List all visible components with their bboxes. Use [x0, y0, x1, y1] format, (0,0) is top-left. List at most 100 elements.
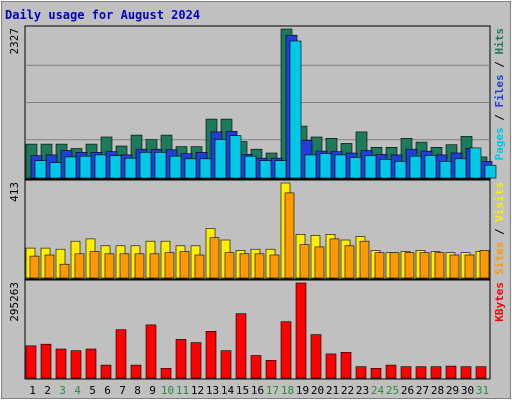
bar-sites-day-13: [209, 237, 220, 279]
bar-pages-day-14: [229, 135, 242, 179]
x-tick-label-29: 29: [446, 384, 459, 397]
bar-sites-day-5: [89, 251, 100, 279]
legend-kbytes: KBytes: [493, 282, 506, 322]
x-tick-label-13: 13: [206, 384, 219, 397]
legend-visits: Sites / Visits: [493, 182, 506, 275]
bar-kbytes-day-29: [445, 365, 457, 379]
x-tick-label-27: 27: [416, 384, 429, 397]
bar-pages-day-30: [469, 147, 482, 179]
bar-pages-day-21: [334, 154, 347, 179]
x-tick-label-16: 16: [251, 384, 264, 397]
bar-pages-day-4: [79, 155, 92, 179]
bar-pages-day-18: [289, 40, 302, 179]
chart-title: Daily usage for August 2024: [5, 8, 200, 22]
x-tick-label-12: 12: [191, 384, 204, 397]
panel-kbytes: 295263 KBytes: [8, 279, 506, 380]
bar-sites-day-26: [404, 252, 415, 279]
x-tick-label-19: 19: [296, 384, 309, 397]
bar-sites-day-11: [179, 251, 190, 279]
bar-sites-day-28: [434, 252, 445, 279]
bar-sites-day-21: [329, 238, 340, 279]
x-tick-label-15: 15: [236, 384, 249, 397]
bar-pages-day-17: [274, 160, 287, 179]
bar-sites-day-3: [59, 263, 70, 279]
bar-pages-day-8: [139, 152, 152, 179]
bar-kbytes-day-19: [295, 282, 307, 379]
bar-kbytes-day-24: [370, 367, 382, 379]
bar-pages-day-22: [349, 157, 362, 179]
bar-pages-day-13: [214, 139, 227, 179]
bar-pages-day-6: [109, 155, 122, 179]
x-tick-label-9: 9: [149, 384, 156, 397]
x-tick-label-24: 24: [371, 384, 385, 397]
bar-sites-day-24: [374, 252, 385, 279]
x-tick-label-26: 26: [401, 384, 414, 397]
bar-sites-day-23: [359, 240, 370, 279]
bar-kbytes-day-20: [310, 334, 322, 379]
bar-pages-day-3: [64, 156, 77, 179]
bar-sites-day-2: [44, 254, 55, 279]
bar-kbytes-day-9: [145, 324, 157, 379]
x-tick-label-17: 17: [266, 384, 279, 397]
x-tick-label-30: 30: [461, 384, 474, 397]
bar-sites-day-18: [284, 192, 295, 279]
bar-pages-day-20: [319, 153, 332, 179]
bar-kbytes-day-4: [70, 350, 82, 379]
x-tick-label-6: 6: [104, 384, 111, 397]
bar-pages-day-7: [124, 157, 137, 179]
bar-sites-day-27: [419, 252, 430, 279]
chart-panels: 2327 Pages / Files / Hits 413 Sites / Visit…: [8, 25, 506, 380]
legend-entry-visits-1: /: [493, 222, 506, 242]
legend-entry-hits-3: /: [493, 55, 506, 75]
bar-sites-day-29: [449, 254, 460, 279]
bar-kbytes-day-5: [85, 348, 97, 379]
x-tick-label-28: 28: [431, 384, 444, 397]
bar-kbytes-day-31: [475, 366, 487, 379]
bar-pages-day-5: [94, 154, 107, 179]
x-tick-label-3: 3: [59, 384, 66, 397]
panel-visits: 413 Sites / Visits: [8, 179, 506, 280]
bar-sites-day-7: [119, 253, 130, 279]
legend-entry-hits-1: /: [493, 108, 506, 128]
bar-kbytes-day-7: [115, 329, 127, 379]
bar-kbytes-day-28: [430, 366, 442, 379]
bar-kbytes-day-25: [385, 364, 397, 379]
panel-hits: 2327 Pages / Files / Hits: [8, 25, 506, 180]
bar-sites-day-25: [389, 252, 400, 279]
x-axis-day-labels: 1 2 3 4 5 6 7 8 9 10 11 12 13 14 15 16 17 18 19 20 21 22 23 24 2…: [29, 384, 489, 397]
bar-sites-day-22: [344, 245, 355, 279]
x-tick-label-20: 20: [311, 384, 324, 397]
x-tick-label-25: 25: [386, 384, 399, 397]
bar-pages-day-29: [454, 158, 467, 179]
bar-sites-day-14: [224, 252, 235, 279]
x-tick-label-22: 22: [341, 384, 354, 397]
bar-pages-day-2: [49, 162, 62, 179]
x-tick-label-8: 8: [134, 384, 141, 397]
x-tick-label-10: 10: [161, 384, 174, 397]
x-tick-label-1: 1: [29, 384, 36, 397]
y-max-label-kbytes: 295263: [8, 282, 21, 322]
bar-pages-day-19: [304, 154, 317, 179]
x-tick-label-21: 21: [326, 384, 339, 397]
bar-kbytes-day-26: [400, 366, 412, 379]
bar-sites-day-10: [164, 252, 175, 279]
series-kbytes: [25, 282, 487, 379]
x-tick-label-4: 4: [74, 384, 81, 397]
bar-kbytes-day-10: [160, 367, 172, 379]
bar-pages-day-10: [169, 155, 182, 179]
legend-entry-kbytes-0: KBytes: [493, 282, 506, 322]
x-tick-label-23: 23: [356, 384, 369, 397]
bar-kbytes-day-11: [175, 339, 187, 379]
bar-kbytes-day-1: [25, 345, 37, 379]
legend-entry-hits-0: Pages: [493, 127, 506, 160]
bar-pages-day-16: [259, 160, 272, 179]
bar-sites-day-4: [74, 253, 85, 279]
bar-sites-day-19: [299, 244, 310, 279]
bar-sites-day-1: [29, 255, 40, 279]
bar-pages-day-12: [199, 158, 212, 179]
series-sites: [29, 192, 490, 279]
bar-kbytes-day-13: [205, 330, 217, 379]
y-max-label-hits: 2327: [8, 28, 21, 55]
bar-kbytes-day-16: [250, 355, 262, 379]
